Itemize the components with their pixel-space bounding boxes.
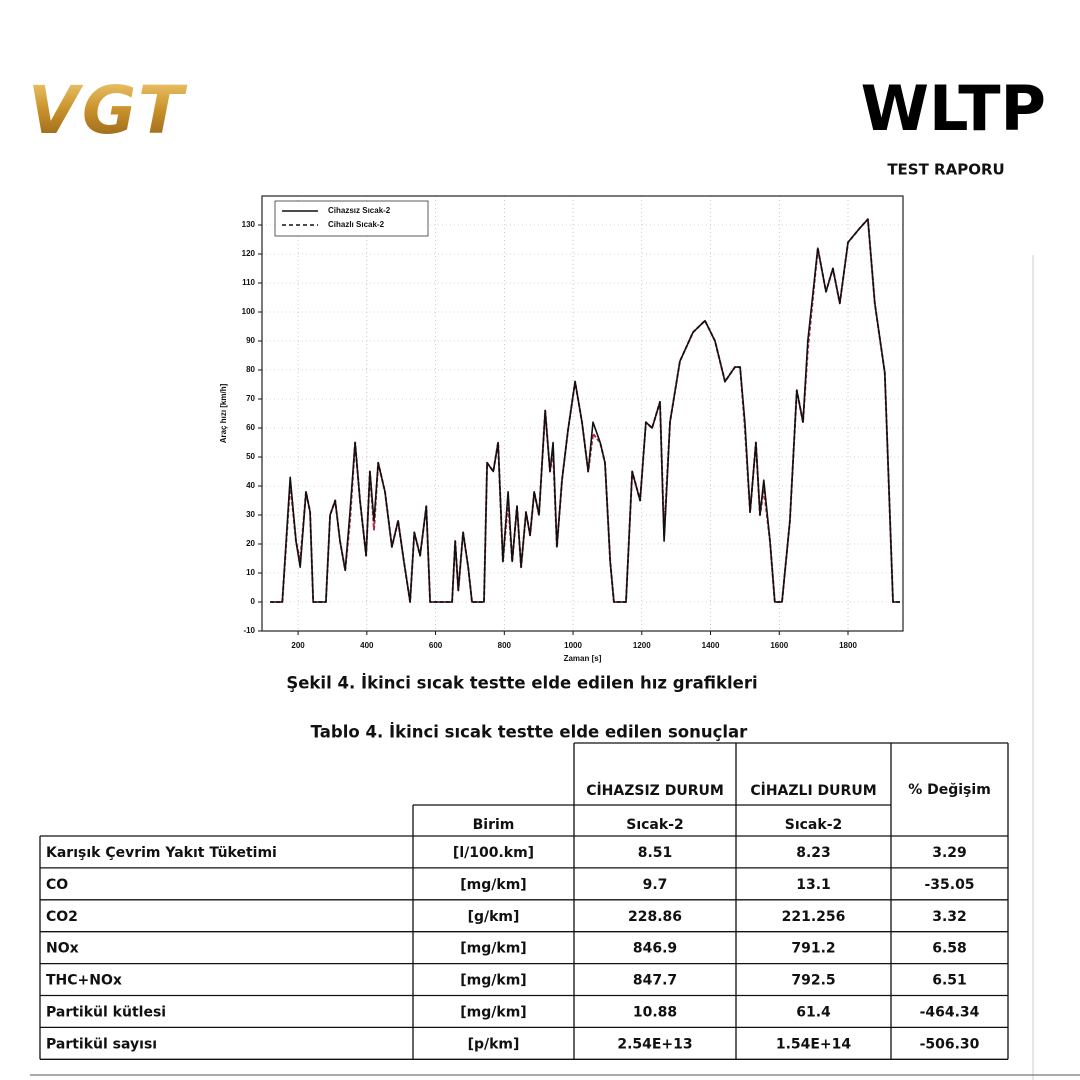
y-tick-label: 70 [246, 394, 255, 403]
table-cell: 3.32 [932, 909, 967, 925]
table-cell: [mg/km] [460, 1004, 526, 1020]
table: Birim CİHAZSIZ DURUM Sıcak-2 CİHAZLI DURUM S… [39, 742, 1009, 1060]
chart: -10 0 10 20 30 40 50 60 70 80 90 100 110 120 130 200 400… [219, 195, 904, 663]
table-cell: [g/km] [468, 909, 520, 925]
x-tick-label: 1800 [839, 641, 857, 650]
x-tick-label: 1200 [633, 641, 651, 650]
y-tick-label: 60 [246, 423, 255, 432]
legend-label: Cihazlı Sıcak-2 [328, 220, 385, 229]
table-header: Birim [473, 817, 515, 833]
y-tick-label: 120 [242, 249, 256, 258]
table-cell: 8.23 [796, 845, 831, 861]
row-label: THC+NOx [46, 973, 122, 989]
y-tick-label: 130 [242, 220, 256, 229]
table-cell: 847.7 [633, 973, 677, 989]
row-label: CO [46, 877, 68, 893]
table-cell: 2.54E+13 [617, 1036, 692, 1052]
figure-caption: Şekil 4. İkinci sıcak testte elde edilen… [286, 674, 757, 693]
x-tick-label: 1600 [770, 641, 788, 650]
table-cell: 1.54E+14 [776, 1036, 852, 1052]
y-tick-label: -10 [243, 626, 255, 635]
x-tick-label: 800 [498, 641, 512, 650]
series-line [270, 218, 900, 603]
table-cell: 9.7 [643, 877, 668, 893]
x-axis-label: Zaman [s] [564, 654, 602, 663]
y-axis-label: Araç hızı [km/h] [219, 383, 228, 443]
y-tick-label: 50 [246, 452, 255, 461]
table-header: % Değişim [908, 782, 991, 798]
table-caption: Tablo 4. İkinci sıcak testte elde edilen… [311, 723, 749, 742]
table-cell: 8.51 [638, 845, 673, 861]
table-cell: 13.1 [796, 877, 831, 893]
table-cell: -35.05 [924, 877, 974, 893]
table-cell: [mg/km] [460, 941, 526, 957]
y-tick-label: 0 [251, 597, 256, 606]
logo: VGT [28, 72, 188, 149]
legend-box [274, 200, 429, 237]
row-label: CO2 [46, 909, 78, 925]
y-tick-label: 100 [242, 307, 256, 316]
table-cell: 846.9 [633, 941, 677, 957]
table-header: CİHAZSIZ DURUM [586, 782, 724, 799]
report-subtitle: TEST RAPORU [887, 161, 1004, 179]
table-cell: [l/100.km] [453, 845, 534, 861]
y-tick-label: 10 [246, 568, 255, 577]
table-cell: -464.34 [920, 1004, 980, 1020]
row-label: Partikül sayısı [46, 1036, 157, 1052]
table-cell: -506.30 [920, 1036, 980, 1052]
table-header: CİHAZLI DURUM [750, 782, 876, 799]
y-tick-label: 80 [246, 365, 255, 374]
table-cell: [mg/km] [460, 973, 526, 989]
y-tick-label: 90 [246, 336, 255, 345]
x-tick-label: 400 [360, 641, 374, 650]
x-tick-label: 1000 [564, 641, 582, 650]
row-label: Partikül kütlesi [46, 1004, 166, 1020]
x-tick-label: 200 [291, 641, 305, 650]
row-label: NOx [46, 941, 79, 957]
table-cell: 6.58 [932, 941, 967, 957]
table-cell: [mg/km] [460, 877, 526, 893]
table-cell: 10.88 [633, 1004, 677, 1020]
y-tick-label: 40 [246, 481, 255, 490]
x-tick-label: 1400 [702, 641, 720, 650]
report-title: WLTP [861, 72, 1046, 145]
legend-label: Cihazsız Sıcak-2 [328, 206, 391, 215]
plot-frame [261, 195, 904, 632]
table-cell: 3.29 [932, 845, 967, 861]
table-cell: 228.86 [628, 909, 682, 925]
table-header: Sıcak-2 [626, 817, 684, 833]
y-tick-label: 20 [246, 539, 255, 548]
table-cell: 791.2 [791, 941, 835, 957]
table-cell: 792.5 [791, 973, 835, 989]
table-cell: 221.256 [782, 909, 846, 925]
y-tick-label: 30 [246, 510, 255, 519]
y-tick-label: 110 [242, 278, 255, 287]
table-cell: 6.51 [932, 973, 967, 989]
row-label: Karışık Çevrim Yakıt Tüketimi [46, 845, 277, 861]
table-cell: [p/km] [468, 1036, 520, 1052]
table-header: Sıcak-2 [785, 817, 843, 833]
table-cell: 61.4 [796, 1004, 831, 1020]
x-tick-label: 600 [429, 641, 443, 650]
